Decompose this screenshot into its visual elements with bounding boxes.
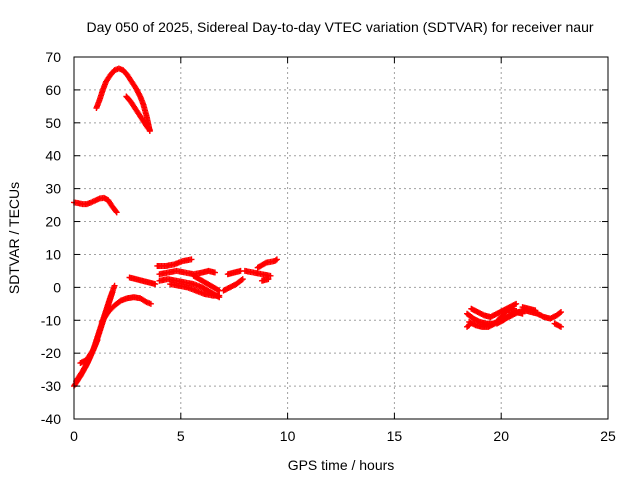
data-point	[519, 310, 526, 317]
data-point	[265, 276, 272, 283]
y-tick-label: 20	[45, 214, 61, 230]
data-point	[211, 269, 218, 276]
y-tick-label: 70	[45, 49, 61, 65]
y-tick-label: 30	[45, 181, 61, 197]
x-tick-labels: 0 5 10 15 20 25	[70, 428, 616, 444]
x-tick-label: 5	[177, 428, 185, 444]
y-tick-label: -30	[41, 378, 61, 394]
data-point	[273, 256, 280, 263]
y-axis-label: SDTVAR / TECUs	[6, 182, 22, 294]
data-point	[146, 127, 153, 134]
x-tick-label: 20	[493, 428, 509, 444]
x-axis-label: GPS time / hours	[288, 457, 395, 473]
grid	[74, 57, 608, 419]
x-tick-label: 15	[387, 428, 403, 444]
data-point	[239, 276, 246, 283]
y-tick-label: -20	[41, 345, 61, 361]
data-point	[238, 276, 245, 283]
y-tick-labels: -40 -30 -20 -10 0 10 20 30 40 50 60 70	[41, 49, 61, 427]
x-tick-label: 25	[600, 428, 616, 444]
data-point	[113, 209, 120, 216]
chart-title: Day 050 of 2025, Sidereal Day-to-day VTE…	[86, 19, 593, 35]
y-tick-label: 40	[45, 148, 61, 164]
data-point	[466, 322, 473, 329]
data-point	[112, 208, 119, 215]
data-point	[513, 300, 520, 307]
data-point	[215, 286, 222, 293]
y-tick-label: 0	[53, 279, 61, 295]
data-point	[152, 281, 159, 288]
data-point	[111, 282, 118, 289]
x-tick-label: 10	[280, 428, 296, 444]
data-point	[267, 272, 274, 279]
data-point	[94, 337, 101, 344]
y-tick-label: -10	[41, 312, 61, 328]
data-point	[109, 289, 116, 296]
data-point	[558, 323, 565, 330]
axis-ticks	[73, 56, 609, 420]
data-point	[145, 125, 152, 132]
data-point	[465, 323, 472, 330]
data-points	[71, 65, 565, 390]
y-tick-label: -40	[41, 411, 61, 427]
data-point	[147, 300, 154, 307]
data-point	[556, 309, 563, 316]
data-point	[558, 309, 565, 316]
y-tick-label: 60	[45, 82, 61, 98]
x-tick-label: 0	[70, 428, 78, 444]
data-point	[532, 307, 539, 314]
y-tick-label: 50	[45, 115, 61, 131]
data-point	[188, 256, 195, 263]
plot-frame	[73, 56, 609, 420]
y-tick-label: 10	[45, 246, 61, 262]
data-point	[272, 257, 279, 264]
